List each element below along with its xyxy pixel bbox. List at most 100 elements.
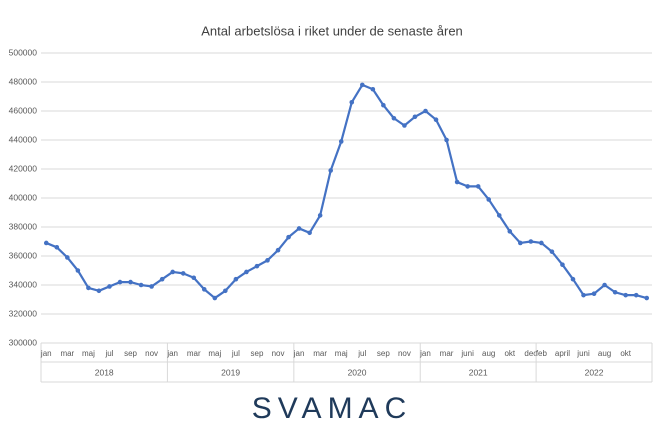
x-group-label: 2020	[348, 367, 367, 377]
x-group-label: 2019	[221, 367, 240, 377]
point	[360, 82, 365, 88]
chart-title: Antal arbetslösa i riket under de senast…	[201, 23, 463, 38]
point	[454, 179, 460, 185]
point	[43, 240, 49, 246]
line	[45, 83, 648, 300]
x-tick-label: jan	[419, 349, 431, 358]
x-tick-label: juni	[460, 349, 474, 358]
y-tick-label: 460000	[9, 105, 38, 115]
point	[65, 255, 70, 260]
point	[265, 258, 270, 263]
point	[381, 102, 386, 108]
y-tick-label: 500000	[9, 47, 38, 57]
logo: SVAMAC	[252, 392, 412, 425]
point	[581, 292, 586, 298]
x-tick-label: dec	[524, 349, 537, 358]
x-tick-label: mar	[60, 349, 74, 358]
x-tick-label: aug	[482, 349, 495, 358]
point	[370, 86, 376, 92]
y-tick-label: 300000	[9, 337, 38, 347]
x-tick-label: jul	[357, 349, 366, 358]
point	[549, 249, 555, 254]
y-tick-label: 360000	[9, 250, 38, 260]
x-tick-label: mar	[440, 349, 454, 358]
point	[391, 115, 397, 121]
point	[201, 287, 207, 292]
point	[475, 184, 481, 189]
x-group-label: 2021	[469, 367, 488, 377]
point	[444, 137, 449, 143]
x-tick-label: april	[555, 349, 570, 358]
x-tick-label: nov	[398, 349, 411, 358]
point	[159, 276, 165, 282]
point	[412, 114, 418, 120]
point	[223, 288, 228, 294]
point	[107, 284, 112, 289]
point	[560, 262, 565, 268]
x-tick-label: okt	[504, 349, 515, 358]
x-tick-label: feb	[536, 349, 548, 358]
point	[423, 108, 428, 114]
point	[486, 197, 492, 202]
point	[633, 292, 639, 298]
point	[86, 285, 91, 291]
point	[254, 263, 260, 269]
y-tick-label: 480000	[9, 76, 38, 86]
y-tick-label: 340000	[9, 279, 38, 289]
point	[612, 289, 618, 295]
point	[296, 226, 302, 231]
x-tick-label: maj	[335, 349, 348, 358]
x-group-label: 2018	[95, 367, 114, 377]
point	[244, 269, 249, 275]
point	[644, 295, 650, 301]
x-tick-label: jan	[293, 349, 305, 358]
point	[180, 271, 186, 276]
point	[518, 240, 523, 246]
x-group-label: 2022	[585, 367, 604, 377]
x-tick-label: jan	[166, 349, 178, 358]
y-tick-label: 320000	[9, 308, 38, 318]
point	[591, 291, 597, 297]
point	[286, 234, 291, 240]
point	[623, 292, 628, 298]
point	[75, 268, 81, 273]
x-tick-label: mar	[313, 349, 327, 358]
point	[328, 168, 333, 173]
y-tick-label: 380000	[9, 221, 38, 231]
point	[317, 213, 323, 218]
point	[212, 295, 218, 301]
x-tick-label: nov	[145, 349, 158, 358]
point	[307, 230, 312, 236]
x-tick-label: maj	[208, 349, 221, 358]
point	[138, 282, 144, 288]
x-tick-label: aug	[598, 349, 611, 358]
point	[507, 229, 513, 234]
point	[539, 240, 544, 246]
x-tick-label: okt	[620, 349, 631, 358]
x-tick-label: maj	[82, 349, 95, 358]
point	[96, 288, 102, 294]
point	[433, 117, 439, 122]
point	[170, 269, 175, 275]
point	[402, 123, 407, 128]
point	[128, 279, 133, 285]
x-tick-label: sep	[124, 349, 137, 358]
point	[149, 284, 154, 289]
point	[233, 276, 239, 282]
x-tick-label: jul	[231, 349, 240, 358]
y-tick-label: 420000	[9, 163, 38, 173]
y-tick-label: 400000	[9, 192, 38, 202]
point	[496, 213, 502, 218]
point	[570, 276, 576, 282]
x-tick-label: nov	[272, 349, 285, 358]
x-tick-label: jul	[104, 349, 113, 358]
y-tick-label: 440000	[9, 134, 38, 144]
point	[528, 239, 534, 244]
x-tick-label: sep	[377, 349, 390, 358]
point	[349, 100, 355, 105]
x-tick-label: mar	[187, 349, 201, 358]
x-tick-label: sep	[251, 349, 264, 358]
point	[602, 282, 607, 288]
point	[275, 247, 281, 253]
point	[465, 184, 470, 189]
